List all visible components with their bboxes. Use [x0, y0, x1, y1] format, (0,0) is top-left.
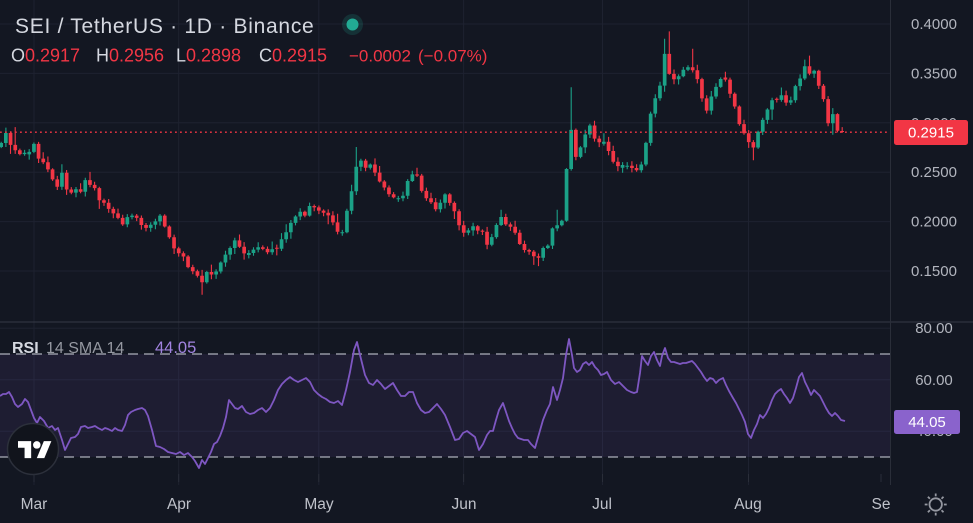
- svg-text:O0.2917: O0.2917: [11, 46, 80, 66]
- svg-text:Jul: Jul: [592, 496, 612, 513]
- svg-text:44.05: 44.05: [908, 414, 946, 431]
- svg-text:(−0.07%): (−0.07%): [418, 47, 487, 66]
- svg-text:0.1500: 0.1500: [911, 263, 957, 280]
- svg-text:L0.2898: L0.2898: [176, 46, 241, 66]
- svg-text:C0.2915: C0.2915: [259, 46, 327, 66]
- svg-text:H0.2956: H0.2956: [96, 46, 164, 66]
- svg-text:60.00: 60.00: [915, 372, 953, 389]
- svg-text:0.4000: 0.4000: [911, 16, 957, 33]
- svg-text:Apr: Apr: [167, 496, 191, 513]
- svg-text:−0.0002: −0.0002: [349, 47, 411, 66]
- svg-text:Jun: Jun: [452, 496, 477, 513]
- svg-text:80.00: 80.00: [915, 320, 953, 337]
- svg-text:14 SMA 14: 14 SMA 14: [46, 340, 124, 357]
- svg-text:May: May: [304, 496, 334, 513]
- svg-text:SEI / TetherUS · 1D · Binance: SEI / TetherUS · 1D · Binance: [15, 15, 314, 38]
- svg-text:44.05: 44.05: [155, 339, 196, 357]
- svg-text:0.2000: 0.2000: [911, 214, 957, 231]
- svg-text:Mar: Mar: [21, 496, 48, 513]
- svg-text:Se: Se: [872, 496, 891, 513]
- svg-text:0.2915: 0.2915: [908, 125, 954, 142]
- svg-text:0.3500: 0.3500: [911, 65, 957, 82]
- svg-text:RSI: RSI: [12, 340, 39, 357]
- svg-text:0.2500: 0.2500: [911, 164, 957, 181]
- svg-text:Aug: Aug: [734, 496, 762, 513]
